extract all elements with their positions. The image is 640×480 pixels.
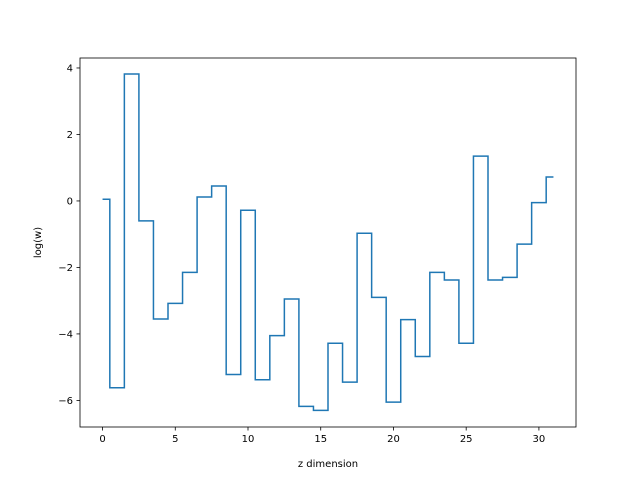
x-tick-label: 0	[99, 434, 105, 445]
x-axis-ticks: 0 5 10 15 20 25 30	[99, 427, 545, 445]
y-axis-label: log(w)	[33, 227, 44, 258]
x-tick-label: 15	[314, 434, 327, 445]
y-axis-ticks: −6 −4 −2 0 2 4	[58, 63, 80, 407]
y-tick-label: 2	[67, 130, 73, 141]
series-line	[102, 73, 554, 412]
plot-frame	[79, 57, 577, 428]
series-layer	[102, 73, 554, 412]
x-tick-label: 5	[172, 434, 178, 445]
x-tick-label: 10	[242, 434, 255, 445]
y-tick-label: −4	[58, 329, 73, 340]
x-tick-label: 20	[387, 434, 400, 445]
x-axis-label: z dimension	[298, 459, 358, 470]
y-tick-label: 0	[67, 196, 73, 207]
y-tick-label: −6	[58, 396, 73, 407]
y-tick-label: 4	[67, 63, 73, 74]
y-tick-label: −2	[58, 263, 73, 274]
x-tick-label: 25	[460, 434, 473, 445]
x-tick-label: 30	[533, 434, 546, 445]
